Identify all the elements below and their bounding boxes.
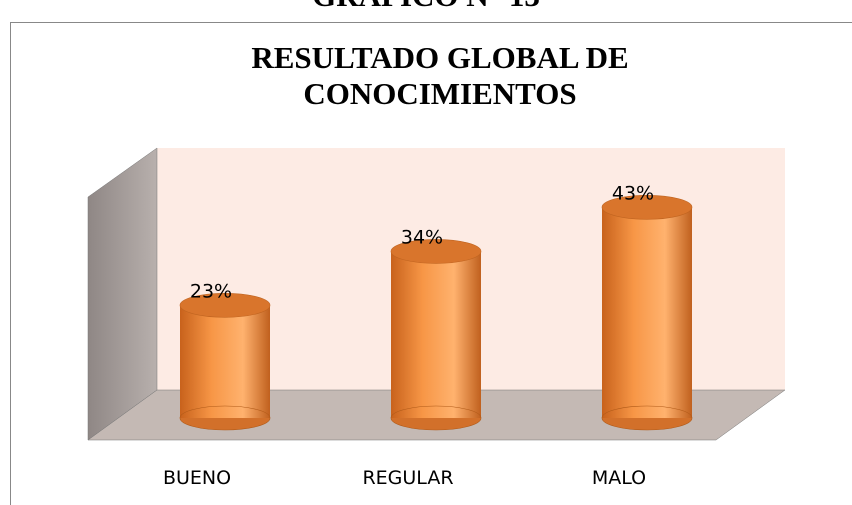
bars: 23% BUENO 34% REGULAR 43% MALO <box>163 182 693 489</box>
bar <box>391 251 481 418</box>
bar-top <box>601 195 693 220</box>
bar-top <box>390 239 482 264</box>
value-label: 23% <box>190 280 232 302</box>
frame <box>10 22 852 505</box>
heading: GRAFICO N° 13 <box>312 0 540 13</box>
value-label: 43% <box>612 182 654 204</box>
side-wall <box>87 147 158 441</box>
bar <box>180 305 270 418</box>
x-tick-label: REGULAR <box>362 467 453 489</box>
x-tick-label: MALO <box>592 467 646 489</box>
bar-base-front <box>601 405 693 431</box>
bar <box>602 207 692 418</box>
chart-title: CONOCIMIENTOS <box>303 76 576 111</box>
chart-title: RESULTADO GLOBAL DE <box>251 40 628 75</box>
x-tick-label: BUENO <box>163 467 231 489</box>
bar-base-front <box>179 405 271 431</box>
bar-top <box>179 292 271 318</box>
value-label: 34% <box>401 226 443 248</box>
bar-base-front <box>390 405 482 431</box>
